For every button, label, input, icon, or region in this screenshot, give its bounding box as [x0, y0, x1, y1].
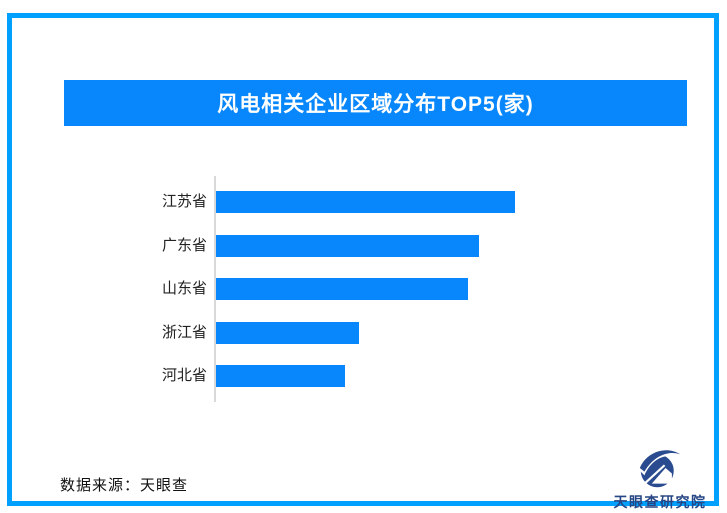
chart-title: 风电相关企业区域分布TOP5(家): [217, 93, 534, 116]
bar-label: 河北省: [161, 367, 207, 384]
bar: [216, 278, 468, 300]
bar-row: 河北省: [12, 365, 727, 387]
bar-label: 江苏省: [161, 193, 207, 210]
bar-label: 山东省: [161, 280, 207, 297]
bar-row: 浙江省: [12, 321, 727, 344]
bar: [216, 234, 479, 257]
bar: [216, 321, 359, 344]
bar-label: 浙江省: [161, 323, 207, 341]
data-source-text: 数据来源：天眼查: [60, 477, 189, 494]
logo: 天眼查研究院: [608, 446, 712, 512]
bar-row: 山东省: [12, 278, 727, 300]
bar: [216, 365, 345, 387]
logo-text: 天眼查研究院: [613, 494, 707, 510]
bar: [216, 191, 515, 213]
tianyancha-logo-icon: [638, 450, 682, 488]
chart-title-bar: 风电相关企业区域分布TOP5(家): [64, 80, 687, 126]
frame-border: 风电相关企业区域分布TOP5(家) 江苏省广东省山东省浙江省河北省 数据来源：天…: [7, 13, 719, 510]
bar-label: 广东省: [161, 236, 207, 254]
bar-row: 广东省: [12, 234, 727, 257]
bar-row: 江苏省: [12, 191, 727, 213]
y-axis-line: [214, 176, 216, 402]
